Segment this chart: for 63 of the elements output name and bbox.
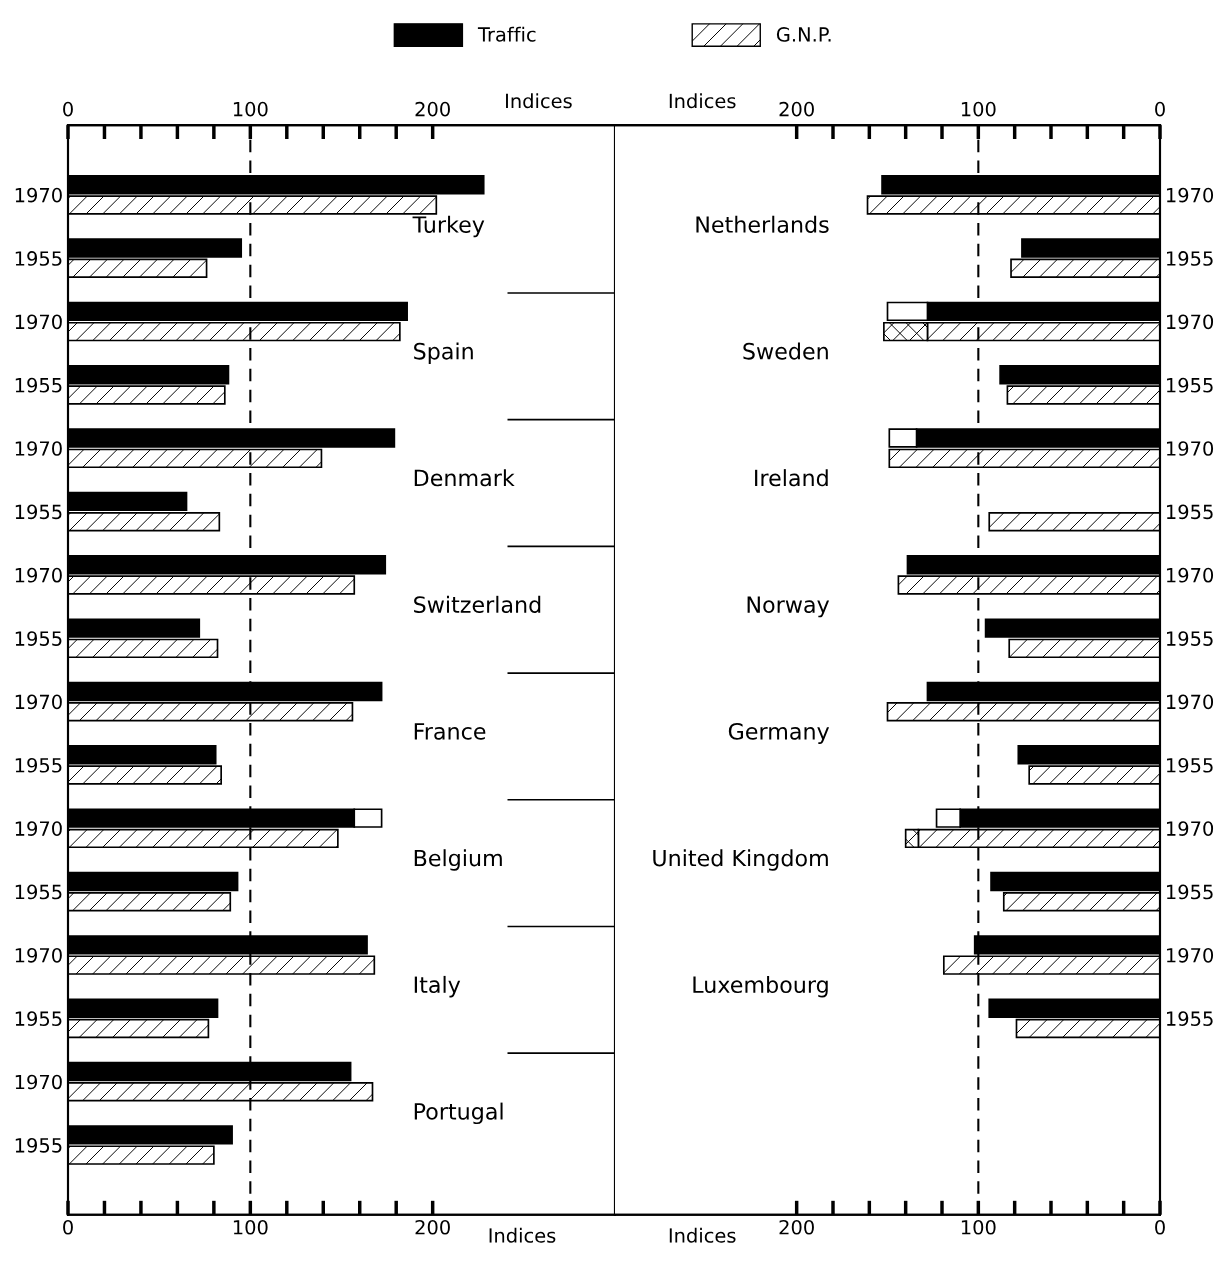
y-tick-label: 1955 <box>1167 1011 1213 1026</box>
annotation: Italy <box>414 975 461 998</box>
x-axis-title: Indices <box>489 1227 556 1243</box>
legend-label: G.N.P. <box>776 27 831 42</box>
annotation: Luxembourg <box>693 975 828 998</box>
y-tick-label: 1955 <box>1167 631 1213 646</box>
y-tick-label: 1970 <box>15 314 62 330</box>
x-tick-label: 100 <box>233 1219 268 1235</box>
annotation: Netherlands <box>696 215 829 233</box>
y-tick-label: 1955 <box>15 757 62 773</box>
y-tick-label: 1955 <box>15 377 62 393</box>
x-tick-label: 200 <box>415 1219 450 1235</box>
annotation: Turkey <box>412 215 485 238</box>
y-tick-label: 1970 <box>15 1074 62 1090</box>
y-tick-label: 1970 <box>1167 567 1214 583</box>
x2-axis-title: Indices <box>669 93 736 109</box>
annotation: Germany <box>728 722 830 745</box>
y-tick-label: 1955 <box>15 1137 62 1153</box>
y-tick-label: 1955 <box>15 1011 62 1026</box>
y-tick-label: 1970 <box>1167 187 1214 203</box>
x-tick-label: 0 <box>63 1219 73 1235</box>
y-tick-label: 1955 <box>15 884 62 900</box>
legend-label: Traffic <box>477 26 536 42</box>
y-tick-label: 1970 <box>15 821 62 836</box>
y-tick-label: 1955 <box>1167 757 1213 773</box>
annotation: Ireland <box>755 469 828 487</box>
y-tick-label: 1970 <box>15 694 62 710</box>
y-tick-label: 1970 <box>15 567 62 583</box>
annotation: Spain <box>414 342 473 364</box>
y-tick-label: 1955 <box>15 504 62 520</box>
x2-tick-label: 200 <box>779 101 814 117</box>
annotation: Sweden <box>743 342 828 360</box>
y-tick-label: 1955 <box>1167 884 1213 900</box>
x2-axis-title: Indices <box>506 93 572 109</box>
y-tick-label: 1955 <box>15 631 62 646</box>
annotation: Norway <box>747 596 830 618</box>
y-tick-label: 1955 <box>1167 251 1213 266</box>
x-tick-label: 200 <box>779 1219 814 1235</box>
x2-tick-label: 0 <box>1155 101 1165 117</box>
x2-tick-label: 200 <box>415 101 450 117</box>
y-tick-label: 1970 <box>1167 441 1214 456</box>
x2-tick-label: 0 <box>63 101 73 117</box>
annotation: Portugal <box>414 1102 503 1125</box>
annotation: Switzerland <box>414 595 541 614</box>
y-tick-label: 1955 <box>15 251 62 266</box>
x2-tick-label: 100 <box>233 101 268 117</box>
y-tick-label: 1970 <box>1167 314 1214 330</box>
y-tick-label: 1970 <box>1167 947 1214 963</box>
y-tick-label: 1970 <box>15 441 62 456</box>
annotation: France <box>414 723 486 740</box>
x-axis-title: Indices <box>669 1227 736 1243</box>
x-tick-label: 0 <box>1155 1219 1165 1235</box>
x-tick-label: 100 <box>961 1219 996 1235</box>
annotation: Belgium <box>414 849 502 871</box>
y-tick-label: 1970 <box>15 947 62 963</box>
y-tick-label: 1955 <box>1167 504 1213 520</box>
y-tick-label: 1955 <box>1167 377 1213 393</box>
annotation: United Kingdom <box>653 849 828 871</box>
x2-tick-label: 100 <box>961 101 996 117</box>
annotation: Denmark <box>414 469 515 487</box>
y-tick-label: 1970 <box>1167 821 1214 836</box>
y-tick-label: 1970 <box>1167 694 1214 710</box>
y-tick-label: 1970 <box>15 187 62 203</box>
